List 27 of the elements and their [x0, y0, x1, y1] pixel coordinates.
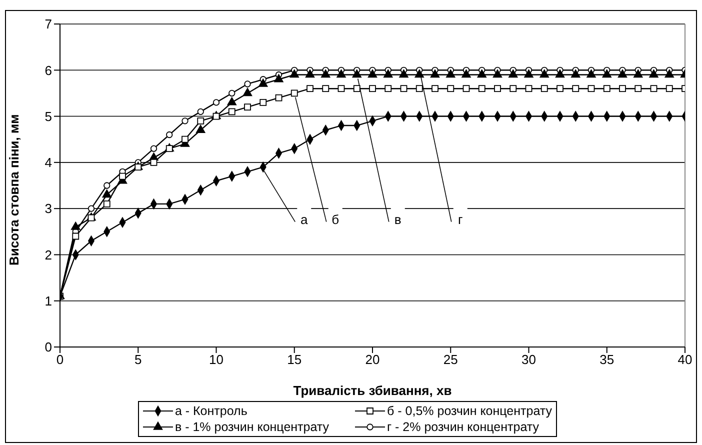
annotation: г	[458, 212, 463, 227]
x-tick-label: 20	[365, 352, 380, 368]
y-tick-label: 5	[44, 108, 52, 124]
y-tick-label: 2	[44, 247, 52, 262]
y-tick-label: 3	[44, 201, 52, 216]
annotation: б	[332, 212, 340, 227]
x-tick-label: 5	[134, 352, 142, 368]
x-tick-label: 30	[522, 352, 536, 368]
annotation: в	[394, 212, 402, 227]
y-tick-label: 7	[44, 16, 52, 32]
x-tick-label: 25	[443, 352, 458, 368]
annotation: а	[300, 212, 309, 227]
y-tick-label: 6	[44, 62, 52, 78]
y-axis-title: Висота стовпа піни, мм	[6, 114, 22, 266]
x-tick-label: 10	[209, 352, 224, 368]
y-tick-label: 0	[44, 340, 52, 355]
legend-label: а - Контроль	[174, 404, 248, 418]
legend-label: г - 2% розчин концентрату	[387, 420, 539, 434]
legend-label: в - 1% розчин концентрату	[174, 420, 330, 434]
legend-label: б - 0,5% розчин концентрату	[387, 404, 552, 418]
y-tick-label: 4	[44, 155, 52, 170]
x-tick-label: 15	[287, 352, 302, 368]
x-axis-title: Тривалість збивання, хв	[293, 383, 452, 398]
x-tick-label: 35	[600, 352, 614, 368]
y-tick-label: 1	[44, 293, 52, 308]
x-tick-label: 0	[56, 352, 64, 368]
x-tick-label: 40	[678, 352, 692, 368]
